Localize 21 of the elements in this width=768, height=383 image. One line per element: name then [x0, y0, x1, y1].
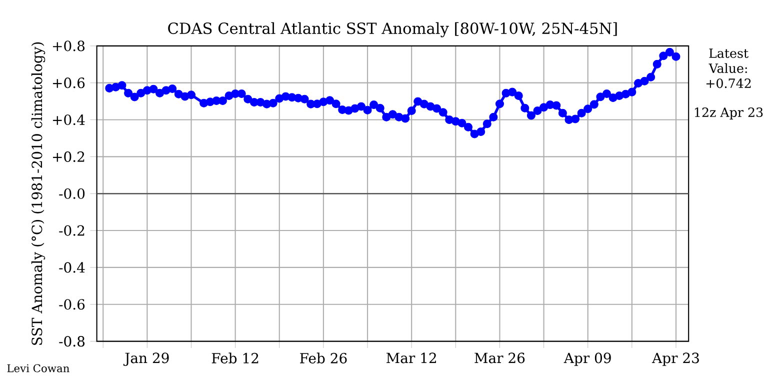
x-tick-label: Jan 29	[123, 352, 169, 366]
y-tick-label: +0.2	[53, 151, 84, 162]
y-tick-label: -0.4	[59, 262, 85, 273]
text: Levi Cowan	[7, 364, 70, 372]
x-tick-label: Mar 26	[474, 352, 525, 364]
y-tick-label: +0.4	[53, 114, 85, 125]
y-axis-title: SST Anomaly (°C) (1981-2010 climatology)	[31, 42, 46, 345]
x-tick-label: Feb 26	[300, 352, 347, 364]
x-tick-label: Apr 23	[652, 352, 699, 366]
y-tick-label: -0.8	[59, 336, 85, 346]
y-tick-label: -0.0	[59, 188, 85, 199]
chart-title: CDAS Central Atlantic SST Anomaly [80W-10W, 25N-45N]	[168, 22, 617, 38]
text: Latest Value: +0.742	[706, 48, 751, 88]
y-tick-label: -0.2	[59, 225, 84, 236]
x-tick-label: Feb 12	[212, 352, 258, 364]
y-tick-label: +0.6	[53, 77, 85, 88]
y-tick-label: +0.8	[53, 40, 85, 52]
x-tick-label: Mar 12	[386, 352, 436, 364]
y-tick-label: -0.6	[59, 298, 85, 310]
text: 12z Apr 23	[695, 107, 763, 120]
x-tick-label: Apr 09	[564, 352, 611, 366]
